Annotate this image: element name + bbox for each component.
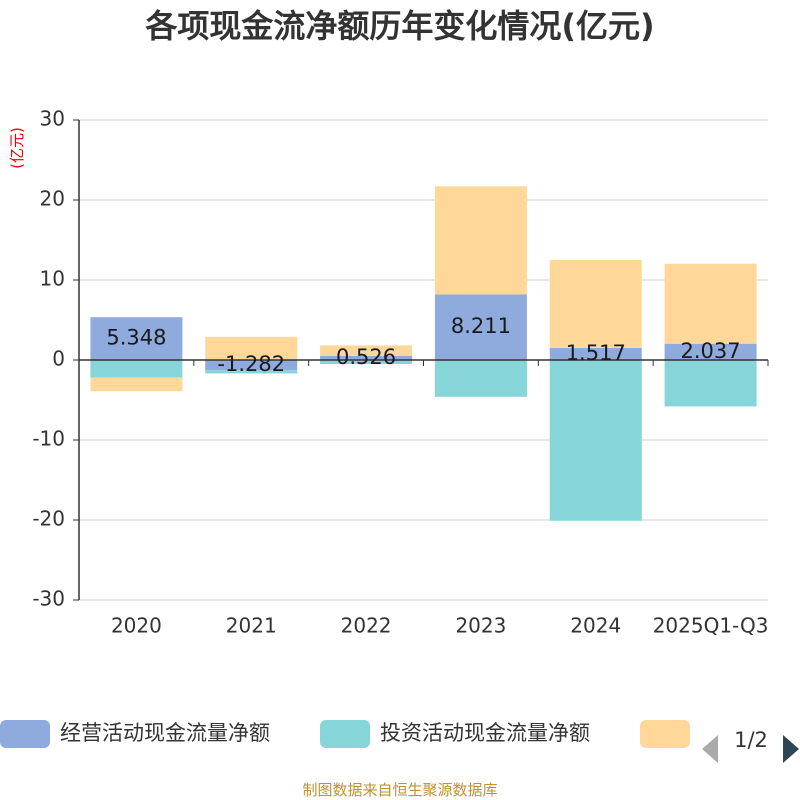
x-tick-label: 2025Q1-Q3 <box>653 614 769 638</box>
source-note: 制图数据来自恒生聚源数据库 <box>302 781 497 799</box>
bar-series1-3[interactable] <box>434 294 527 360</box>
y-axis-unit: (亿元) <box>8 127 26 169</box>
data-labels: 5.348 -1.282 0.526 8.211 1.517 2.037 <box>106 314 740 376</box>
y-tick-label: 0 <box>52 347 65 371</box>
grid-lines <box>79 119 768 601</box>
bar-series <box>90 186 757 521</box>
y-tick-label: -20 <box>32 507 65 531</box>
bar-series3-5[interactable] <box>664 263 757 344</box>
chart-title: 各项现金流净额历年变化情况(亿元) <box>145 7 654 45</box>
legend-pager: 1/2 <box>702 728 799 763</box>
bar-series2-0[interactable] <box>90 360 183 378</box>
bar-series3-0[interactable] <box>90 377 183 392</box>
data-label: 5.348 <box>106 326 166 350</box>
data-label: 8.211 <box>451 314 511 338</box>
y-tick-label: -30 <box>32 587 65 611</box>
x-tick-label: 2022 <box>341 614 392 638</box>
bar-series3-2[interactable] <box>320 345 413 356</box>
data-label: 0.526 <box>336 345 396 369</box>
bar-series3-3[interactable] <box>434 186 527 295</box>
legend-page-label: 1/2 <box>734 728 768 752</box>
bar-series3-4[interactable] <box>549 259 642 348</box>
legend-label-1[interactable]: 经营活动现金流量净额 <box>60 721 270 745</box>
legend-next-icon[interactable] <box>783 735 799 763</box>
bar-series2-1[interactable] <box>205 370 298 374</box>
bar-series1-4[interactable] <box>549 347 642 360</box>
x-tick-label: 2021 <box>226 614 277 638</box>
legend-swatch-3[interactable] <box>640 720 690 748</box>
y-tick-label: 10 <box>40 267 65 291</box>
bar-series1-2[interactable] <box>320 355 413 360</box>
y-tick-label: 20 <box>40 187 65 211</box>
legend: 经营活动现金流量净额 投资活动现金流量净额 <box>0 720 690 748</box>
bar-series1-5[interactable] <box>664 343 757 360</box>
x-tick-label: 2024 <box>570 614 621 638</box>
x-tick-label: 2020 <box>111 614 162 638</box>
bar-series2-3[interactable] <box>434 360 527 397</box>
y-tick-label: 30 <box>40 107 65 131</box>
legend-swatch-1[interactable] <box>0 720 50 748</box>
y-tick-label: -10 <box>32 427 65 451</box>
x-tick-label: 2023 <box>455 614 506 638</box>
bar-series2-5[interactable] <box>664 360 757 407</box>
data-label: 1.517 <box>566 341 626 365</box>
bar-series2-4[interactable] <box>549 360 642 521</box>
legend-swatch-2[interactable] <box>320 720 370 748</box>
axes: 30 20 10 0 -10 -20 -30 2020 2021 2022 2023 2024 2025… <box>32 107 769 638</box>
data-label: -1.282 <box>217 352 285 376</box>
bar-series1-0[interactable] <box>90 317 183 360</box>
legend-label-2[interactable]: 投资活动现金流量净额 <box>380 721 590 745</box>
bar-series3-1[interactable] <box>205 336 298 360</box>
legend-prev-icon[interactable] <box>702 735 718 763</box>
data-label: 2.037 <box>681 339 741 363</box>
bar-series2-2[interactable] <box>320 360 413 364</box>
bar-series1-1[interactable] <box>205 360 298 371</box>
